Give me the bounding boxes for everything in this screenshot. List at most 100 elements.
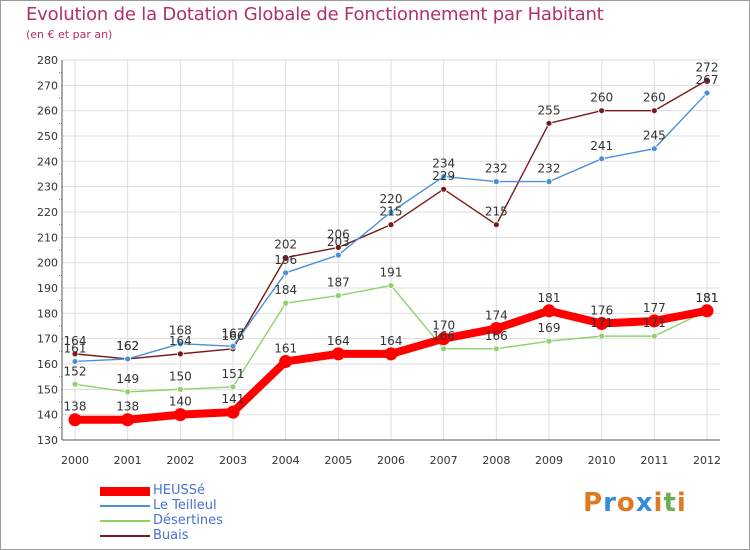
point-heusse-2008: [489, 322, 503, 336]
x-tick-label-2002: 2002: [166, 454, 194, 467]
data-label-desertines-2007: 166: [432, 329, 455, 343]
data-label-buais-2012: 272: [696, 60, 719, 74]
point-le-teilleul-2005: [334, 251, 342, 259]
y-tick-label-270: 270: [37, 79, 58, 92]
legend-swatch-desertines: [100, 520, 150, 522]
point-heusse-2001: [121, 413, 135, 427]
legend-item-heusse[interactable]: HEUSSé: [100, 483, 300, 499]
point-heusse-2011: [647, 314, 661, 328]
logo-letter: i: [676, 488, 687, 518]
point-le-teilleul-2001: [124, 355, 132, 363]
point-heusse-2009: [542, 304, 556, 318]
point-le-teilleul-2006: [387, 208, 395, 216]
data-label-heusse-2002: 140: [169, 395, 192, 409]
data-label-buais-2009: 255: [538, 103, 561, 117]
point-le-teilleul-2008: [492, 178, 500, 186]
y-tick-label-140: 140: [37, 409, 58, 422]
point-desertines-2001: [124, 388, 132, 396]
point-heusse-2007: [437, 332, 451, 346]
x-tick-label-2010: 2010: [588, 454, 616, 467]
data-label-desertines-2003: 151: [222, 367, 245, 381]
point-le-teilleul-2009: [545, 178, 553, 186]
point-heusse-2010: [595, 316, 609, 330]
data-label-heusse-2008: 174: [485, 309, 508, 323]
point-heusse-2006: [384, 347, 398, 361]
point-le-teilleul-2007: [440, 173, 448, 180]
x-tick-label-2012: 2012: [693, 454, 721, 467]
data-label-buais-2011: 260: [643, 91, 666, 105]
logo-letter: t: [663, 488, 677, 518]
legend-label-buais: Buais: [153, 528, 189, 543]
point-buais-2005: [334, 244, 342, 251]
point-le-teilleul-2000: [71, 358, 79, 365]
data-label-heusse-2011: 177: [643, 301, 666, 315]
point-le-teilleul-2010: [598, 155, 606, 163]
x-tick-label-2000: 2000: [61, 454, 89, 467]
point-buais-2008: [492, 221, 500, 229]
series-heusse: [68, 304, 714, 427]
data-label-buais-2001: 162: [116, 339, 139, 353]
legend-swatch-buais: [100, 535, 150, 537]
point-buais-2009: [545, 119, 553, 127]
logo-letter: x: [635, 488, 654, 518]
point-desertines-2004: [282, 299, 290, 307]
point-desertines-2010: [598, 332, 606, 340]
x-tick-label-2007: 2007: [430, 454, 458, 467]
data-label-desertines-2010: 171: [590, 316, 613, 330]
x-tick-label-2011: 2011: [640, 454, 668, 467]
data-label-desertines-2008: 166: [485, 329, 508, 343]
data-label-heusse-2001: 138: [116, 400, 139, 414]
point-heusse-2000: [68, 413, 82, 427]
grid-layer: [62, 59, 720, 441]
x-tick-label-2003: 2003: [219, 454, 247, 467]
point-buais-2010: [598, 107, 606, 115]
data-label-le-teilleul-2002: 168: [169, 324, 192, 338]
x-tick-label-2005: 2005: [324, 454, 352, 467]
data-label-desertines-2006: 191: [380, 265, 403, 279]
data-label-le-teilleul-2007: 234: [432, 157, 455, 171]
data-label-desertines-2000: 152: [64, 364, 87, 378]
data-label-buais-2003: 166: [222, 329, 245, 343]
point-desertines-2007: [440, 345, 448, 353]
legend: HEUSSé Le Teilleul Désertines Buais: [100, 483, 300, 544]
series-buais: [71, 76, 711, 363]
point-desertines-2009: [545, 337, 553, 345]
point-buais-2002: [176, 350, 184, 358]
data-label-desertines-2009: 169: [538, 321, 561, 335]
point-buais-2000: [71, 350, 79, 358]
point-desertines-2006: [387, 282, 395, 289]
legend-swatch-le-teilleul: [100, 505, 150, 507]
series-desertines: [71, 282, 711, 396]
data-label-le-teilleul-2010: 241: [590, 139, 613, 153]
legend-item-desertines[interactable]: Désertines: [100, 513, 300, 529]
point-le-teilleul-2012: [703, 89, 711, 97]
legend-item-le-teilleul[interactable]: Le Teilleul: [100, 498, 300, 514]
data-label-le-teilleul-2000: 161: [64, 341, 87, 355]
logo-letter: P: [583, 488, 604, 518]
y-tick-label-170: 170: [37, 333, 58, 346]
point-le-teilleul-2002: [176, 340, 184, 348]
data-label-desertines-2001: 149: [116, 372, 139, 386]
data-label-buais-2007: 229: [432, 169, 455, 183]
data-label-buais-2006: 215: [380, 205, 403, 219]
axis-layer: 130 140 150 160 170 180 190 200 210 220 230 240 250 2…: [37, 54, 721, 467]
data-label-desertines-2004: 184: [274, 283, 297, 297]
data-label-buais-2008: 215: [485, 205, 508, 219]
data-label-le-teilleul-2012: 267: [696, 73, 719, 87]
x-tick-label-2008: 2008: [482, 454, 510, 467]
legend-swatch-heusse: [100, 487, 150, 496]
point-le-teilleul-2003: [229, 342, 237, 350]
legend-item-buais[interactable]: Buais: [100, 528, 300, 544]
point-buais-2007: [440, 185, 448, 193]
data-label-heusse-2007: 170: [432, 319, 455, 333]
data-label-le-teilleul-2009: 232: [538, 162, 561, 176]
chart-title: Evolution de la Dotation Globale de Fonc…: [26, 4, 604, 25]
point-le-teilleul-2004: [282, 269, 290, 277]
legend-label-le-teilleul: Le Teilleul: [153, 498, 217, 513]
y-tick-label-280: 280: [37, 54, 58, 67]
x-tick-label-2009: 2009: [535, 454, 563, 467]
data-label-desertines-2012: 181: [696, 291, 719, 305]
data-label-le-teilleul-2011: 245: [643, 129, 666, 143]
y-tick-label-250: 250: [37, 130, 58, 143]
